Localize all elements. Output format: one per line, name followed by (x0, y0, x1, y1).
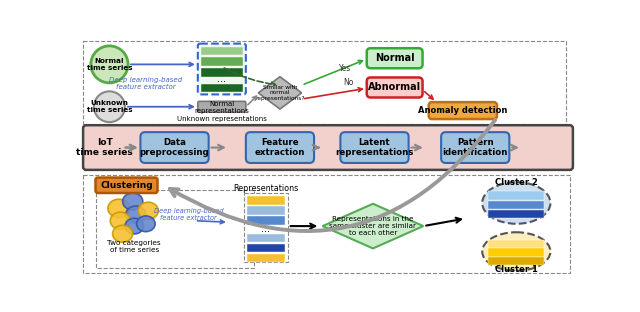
Text: Normal
time series: Normal time series (86, 58, 132, 71)
Bar (488, 210, 544, 218)
Polygon shape (323, 204, 423, 248)
Text: Pattern
identification: Pattern identification (443, 138, 508, 157)
Ellipse shape (136, 216, 155, 232)
Bar (246, 244, 285, 252)
FancyBboxPatch shape (246, 132, 314, 163)
Text: Data
preprocessing: Data preprocessing (140, 138, 209, 157)
Text: Normal
representations: Normal representations (195, 100, 249, 114)
Ellipse shape (482, 182, 550, 224)
Text: Cluster 2: Cluster 2 (495, 178, 538, 187)
FancyBboxPatch shape (244, 193, 288, 262)
FancyBboxPatch shape (198, 101, 246, 112)
Bar (201, 68, 243, 77)
FancyBboxPatch shape (83, 125, 573, 170)
Text: Unknown representations: Unknown representations (177, 116, 267, 122)
Text: Normal: Normal (375, 53, 415, 63)
FancyBboxPatch shape (95, 190, 254, 268)
FancyBboxPatch shape (367, 48, 422, 68)
FancyBboxPatch shape (441, 132, 509, 163)
Ellipse shape (113, 225, 132, 242)
Text: Cluster 1: Cluster 1 (495, 266, 538, 275)
FancyBboxPatch shape (83, 41, 566, 124)
Text: Similar with
normal
representations?: Similar with normal representations? (255, 85, 305, 101)
Ellipse shape (138, 202, 158, 219)
FancyBboxPatch shape (198, 44, 246, 95)
Bar (201, 57, 243, 66)
Text: Deep learning-based
feature extractor: Deep learning-based feature extractor (154, 208, 223, 221)
Bar (201, 84, 243, 92)
FancyBboxPatch shape (95, 178, 157, 193)
Text: Feature
extraction: Feature extraction (255, 138, 305, 157)
Text: Latent
representations: Latent representations (335, 138, 413, 157)
Ellipse shape (110, 212, 131, 229)
Bar (246, 196, 285, 205)
Bar (488, 257, 544, 266)
Bar (488, 248, 544, 257)
Text: ...: ... (218, 74, 227, 84)
Text: Abnormal: Abnormal (368, 82, 421, 92)
Text: IoT
time series: IoT time series (76, 138, 133, 157)
FancyBboxPatch shape (83, 174, 570, 273)
Ellipse shape (123, 193, 143, 210)
Text: Unknown
time series: Unknown time series (86, 100, 132, 113)
Polygon shape (259, 77, 301, 109)
Text: Yes: Yes (339, 64, 351, 73)
Bar (246, 234, 285, 242)
Text: Clustering: Clustering (100, 181, 153, 190)
Bar (488, 192, 544, 200)
Text: ...: ... (262, 224, 271, 234)
Bar (488, 201, 544, 209)
FancyBboxPatch shape (429, 102, 497, 119)
FancyBboxPatch shape (140, 132, 209, 163)
Text: Anomaly detection: Anomaly detection (418, 106, 508, 115)
Text: Representations: Representations (234, 184, 299, 193)
FancyBboxPatch shape (340, 132, 408, 163)
Ellipse shape (125, 218, 143, 234)
Bar (246, 254, 285, 262)
FancyBboxPatch shape (367, 77, 422, 97)
Text: Deep learning-based
feature extractor: Deep learning-based feature extractor (109, 77, 182, 90)
Circle shape (91, 46, 128, 83)
Text: Representations in the
same cluster are similar
to each other: Representations in the same cluster are … (330, 216, 417, 236)
Ellipse shape (125, 206, 146, 223)
Bar (246, 206, 285, 215)
Bar (201, 47, 243, 55)
Ellipse shape (482, 232, 550, 271)
Bar (488, 240, 544, 248)
Circle shape (94, 91, 125, 122)
Text: No: No (344, 78, 354, 87)
Text: Two categories
of time series: Two categories of time series (108, 240, 161, 253)
Bar (246, 216, 285, 225)
Ellipse shape (108, 199, 130, 217)
